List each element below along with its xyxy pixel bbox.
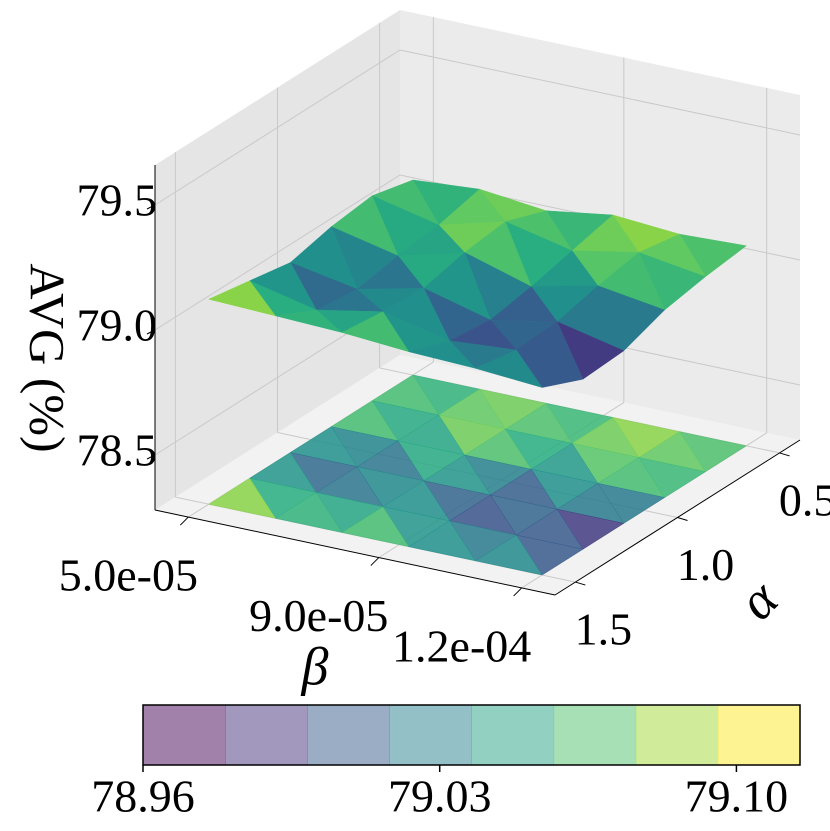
x-axis-label: β (301, 636, 329, 696)
colorbar-band (471, 705, 555, 765)
colorbar-tick-label: 79.10 (685, 771, 789, 822)
colorbar-band (143, 705, 226, 765)
y-tick (677, 517, 688, 521)
surface-face (208, 280, 277, 317)
x-tick (179, 516, 189, 526)
grid-line (399, 49, 801, 136)
colorbar-band (307, 705, 390, 765)
y-axis-label: α (727, 568, 791, 632)
colorbar-band (553, 705, 637, 765)
surface-face (275, 309, 343, 333)
surface-face (408, 340, 477, 369)
y-tick (779, 452, 790, 457)
surface-face (341, 311, 410, 353)
grid-line (154, 174, 401, 331)
x-tick-label: 9.0e-05 (249, 590, 388, 641)
surface (208, 179, 747, 388)
contour-face (208, 477, 276, 519)
x-tick (513, 587, 523, 597)
z-tick (146, 329, 156, 335)
contour-face (474, 534, 543, 576)
colorbar-tick-label: 79.03 (388, 771, 492, 822)
y-tick-label: 1.0 (677, 539, 735, 590)
z-tick-label: 79.5 (77, 175, 158, 226)
x-tick-label: 5.0e-05 (59, 550, 198, 601)
colorbar: 78.96 79.03 79.10 (91, 704, 801, 822)
z-tick (146, 454, 156, 460)
x-tick (370, 557, 380, 566)
surface-face (474, 349, 543, 388)
colorbar-band (717, 705, 801, 765)
y-tick-label: 0.5 (779, 474, 830, 525)
colorbar-band (389, 705, 472, 765)
contour-plane (208, 374, 747, 576)
colorbar-band (225, 705, 308, 765)
z-tick (146, 204, 156, 210)
y-tick (575, 581, 586, 586)
axes: 5.0e-05 9.0e-051.2e-04 0.5 1.0 1.5 78.5 79.0 79… (59, 165, 830, 671)
z-axis-label: AVG (%) (20, 263, 76, 452)
z-tick-label: 78.5 (77, 425, 158, 476)
x-tick-label: 1.2e-04 (392, 620, 531, 671)
contour-face (274, 492, 343, 533)
colorbar-tick-label: 78.96 (91, 771, 195, 822)
x-axis-line (154, 509, 556, 596)
grid-line (154, 49, 401, 206)
contour-face (341, 506, 410, 548)
colorbar-band (635, 705, 719, 765)
z-tick-label: 79.0 (77, 300, 158, 351)
contour-face (408, 520, 476, 562)
colorbar-frame (142, 704, 801, 766)
y-tick-label: 1.5 (575, 604, 633, 655)
